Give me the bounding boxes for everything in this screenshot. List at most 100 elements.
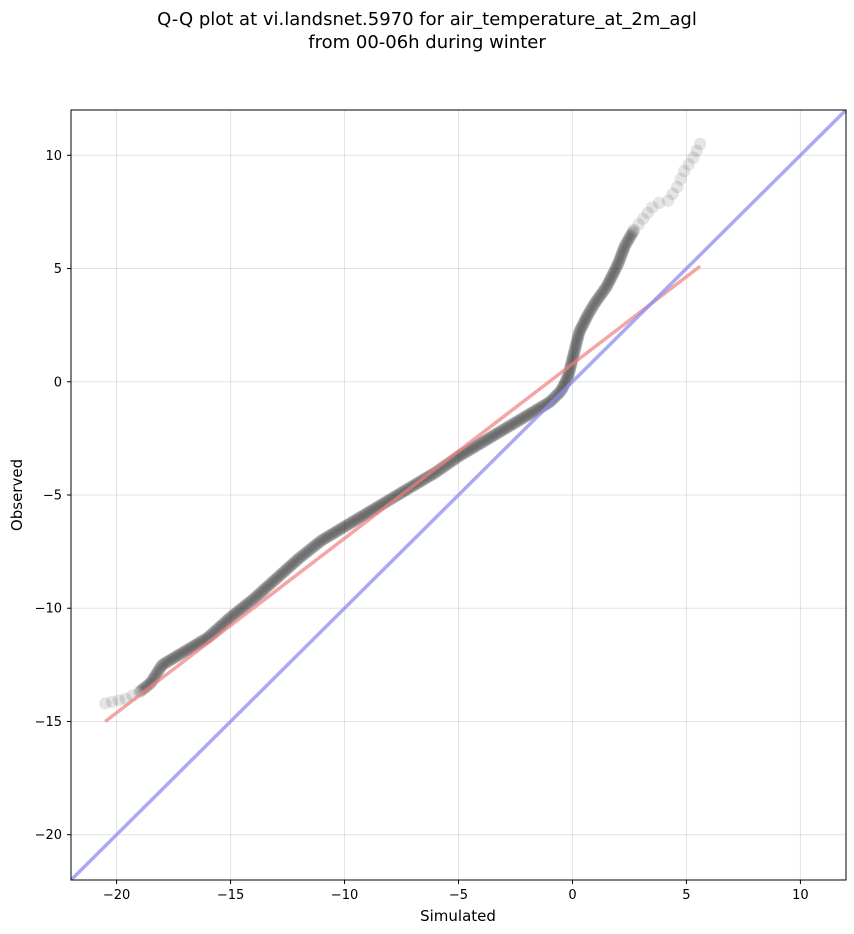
quantile-point (527, 405, 540, 418)
x-axis-label: Simulated (420, 907, 496, 925)
quantile-point (248, 591, 261, 605)
quantile-point (472, 438, 485, 451)
quantile-point (272, 570, 285, 583)
quantile-point (573, 324, 587, 337)
quantile-point (501, 420, 515, 434)
quantile-point (601, 279, 614, 292)
quantile-point (491, 427, 504, 440)
quantile-point (488, 428, 501, 442)
quantile-point (287, 556, 301, 569)
quantile-point (469, 439, 483, 453)
quantile-point (243, 596, 256, 609)
quantile-point (330, 525, 343, 538)
quantile-point (598, 283, 611, 296)
quantile-point (600, 280, 613, 293)
quantile-point (485, 430, 499, 443)
quantile-point (614, 251, 627, 265)
quantile-point (524, 407, 538, 420)
quantile-point (165, 653, 178, 666)
quantile-point (306, 541, 320, 554)
quantile-point (580, 311, 593, 325)
quantile-point (322, 530, 335, 543)
quantile-point (674, 172, 687, 186)
quantile-point (294, 551, 307, 564)
quantile-point (568, 345, 581, 358)
quantile-point (510, 415, 523, 429)
quantile-point (234, 603, 247, 616)
quantile-point (606, 267, 620, 281)
quantile-point (284, 559, 297, 573)
quantile-point (239, 599, 252, 612)
quantile-point (480, 433, 493, 446)
quantile-point (328, 526, 342, 539)
quantile-point (181, 643, 194, 656)
quantile-point (575, 321, 588, 334)
quantile-point (307, 540, 321, 553)
quantile-point (314, 535, 327, 548)
quantile-point (607, 266, 620, 279)
quantile-point (612, 256, 625, 269)
quantile-point (652, 196, 666, 210)
y-tick-label: 0 (54, 375, 62, 390)
quantile-point (155, 660, 168, 673)
quantile-point (622, 232, 636, 245)
quantile-point (281, 561, 295, 575)
quantile-point (319, 531, 332, 545)
quantile-point (279, 564, 292, 577)
quantile-point (569, 340, 582, 354)
quantile-point (245, 594, 259, 607)
quantile-point (479, 434, 492, 447)
quantile-point (237, 601, 250, 614)
quantile-point (184, 641, 197, 655)
quantile-point (151, 665, 164, 678)
axes: −20 −15 −10 −5 0 5 10 −20 −15 −10 −5 0 5 10 (35, 149, 809, 903)
quantile-point (570, 334, 584, 348)
quantile-point (582, 307, 595, 320)
quantile-point (229, 607, 242, 620)
quantile-point (687, 151, 700, 164)
quantile-point (585, 302, 598, 315)
quantile-point (581, 309, 594, 322)
quantile-point (260, 581, 273, 594)
quantile-point (267, 574, 280, 588)
quantile-point (497, 423, 511, 436)
quantile-point (250, 589, 264, 603)
quantile-point (292, 552, 306, 565)
quantile-point (595, 287, 609, 300)
quantile-point (238, 600, 251, 613)
quantile-point (186, 640, 200, 653)
quantile-point (273, 569, 286, 582)
quantile-point (249, 590, 262, 604)
quantile-point (616, 245, 629, 259)
quantile-point (289, 555, 302, 568)
quantile-point (351, 512, 365, 525)
quantile-point (603, 274, 616, 288)
quantile-point (271, 571, 284, 584)
quantile-point (274, 568, 288, 581)
quantile-point (310, 538, 323, 551)
quantile-point (278, 565, 291, 578)
quantile-point (693, 137, 707, 151)
quantile-point (591, 292, 605, 305)
quantile-point (586, 300, 599, 313)
quantile-point (555, 383, 568, 396)
quantile-point (389, 490, 402, 503)
quantile-point (349, 514, 362, 527)
quantile-point (152, 664, 165, 677)
quantile-point (571, 331, 584, 345)
quantile-point (323, 529, 336, 542)
quantile-point (160, 656, 173, 669)
quantile-point (333, 523, 346, 537)
quantile-point (149, 668, 163, 681)
quantile-point (601, 277, 615, 290)
quantile-point (468, 440, 481, 454)
quantile-point (244, 595, 257, 608)
quantile-point (573, 325, 586, 339)
quantile-point (262, 579, 276, 592)
quantile-point (112, 694, 126, 707)
quantile-point (275, 567, 289, 580)
quantile-point (526, 406, 539, 419)
quantile-point (626, 226, 639, 240)
quantile-point (353, 511, 366, 525)
quantile-point (471, 439, 484, 452)
